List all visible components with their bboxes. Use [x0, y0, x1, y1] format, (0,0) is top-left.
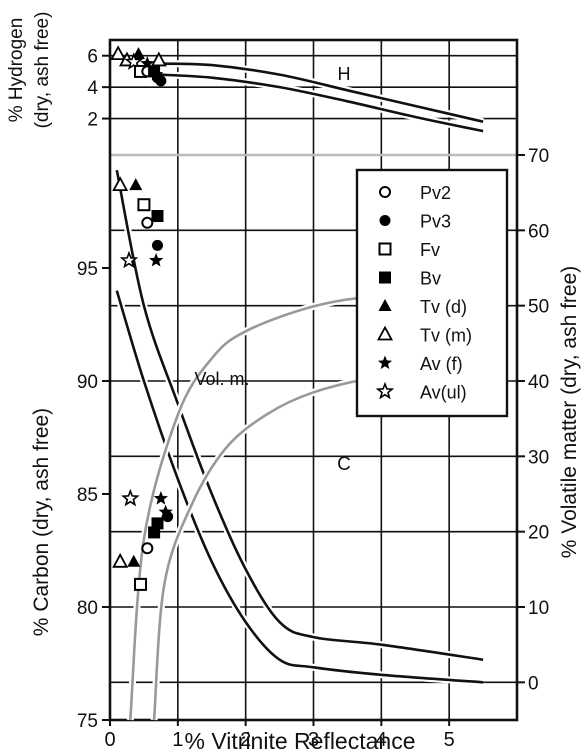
- volatile-tick-label-2: 20: [528, 523, 549, 544]
- volatile-point-0: [112, 176, 129, 192]
- legend-box: [355, 168, 509, 418]
- hydrogen-point-5: [140, 56, 155, 70]
- legend-marker-0: [379, 186, 391, 198]
- legend-label-7: Av(ul): [420, 383, 467, 403]
- data-points: [110, 45, 174, 591]
- hydrogen-point-4: [124, 52, 144, 70]
- carbon-point-12: [127, 554, 141, 567]
- carbon-tick-label-2: 85: [77, 485, 98, 506]
- legend-label-1: Pv3: [420, 212, 451, 232]
- carbon-point-10: [141, 542, 154, 555]
- hydrogen-tick-label-2: 6: [87, 47, 98, 68]
- carbon-point-13: [134, 577, 148, 591]
- legend-marker-3: [379, 271, 391, 284]
- carbon-tick-label-3: 90: [77, 372, 98, 393]
- volatile-band-label: Vol. m.: [194, 369, 249, 389]
- hydrogen-tick-label-1: 4: [87, 78, 98, 99]
- hydrogen-band-label: H: [338, 64, 351, 84]
- carbon-band-label: C: [337, 454, 351, 475]
- legend-label-6: Av (f): [420, 354, 463, 374]
- x-tick-label-5: 5: [444, 729, 455, 751]
- carbon-point-11: [112, 552, 129, 568]
- volatile-tick-label-1: 10: [528, 598, 549, 619]
- carbon-point-4: [121, 488, 140, 507]
- carbon-point-7: [162, 511, 174, 523]
- volatile-tick-label-3: 30: [528, 447, 549, 468]
- hydrogen-band-upper: [157, 62, 484, 123]
- ticks: 0 1 2 3 4 5 2 4 6 75 80 85 90 95 0 10 20 30 40 50 60 70: [77, 47, 549, 751]
- legend-label-0: Pv2: [420, 183, 451, 203]
- legend-marker-1: [379, 215, 391, 226]
- volatile-axis-label: % Volatile matter (dry, ash free): [558, 266, 581, 559]
- carbon-point-0: [137, 198, 151, 212]
- x-tick-label-3: 3: [308, 729, 319, 751]
- volatile-tick-label-0: 0: [528, 673, 539, 694]
- legend-marker-6: [377, 355, 393, 370]
- volatile-band-lower: [115, 290, 484, 684]
- carbon-point-9: [148, 526, 161, 539]
- carbon-tick-label-1: 80: [77, 598, 98, 619]
- x-tick-label-4: 4: [376, 729, 387, 751]
- legend: Pv2 Pv3 Fv Bv Tv (d) Tv (m) Av (f) Av(ul): [355, 168, 509, 418]
- hydrogen-point-11: [155, 75, 167, 87]
- legend-label-4: Tv (d): [420, 297, 467, 317]
- volatile-tick-label-5: 50: [528, 297, 549, 318]
- legend-marker-2: [378, 242, 392, 256]
- hydrogen-axis-label-line1: % Hydrogen: [6, 18, 27, 123]
- legend-label-3: Bv: [420, 269, 441, 289]
- hydrogen-tick-label-0: 2: [87, 110, 98, 131]
- x-axis-label: % Vitrinite Reflectance: [185, 728, 416, 754]
- volatile-tick-label-6: 60: [528, 221, 549, 242]
- carbon-tick-label-0: 75: [77, 711, 98, 732]
- carbon-point-1: [151, 210, 164, 223]
- carbon-point-2: [141, 216, 154, 229]
- legend-marker-5: [376, 325, 394, 341]
- x-tick-label-2: 2: [240, 729, 251, 751]
- volatile-band-upper: [115, 169, 484, 661]
- carbon-point-3: [151, 239, 163, 251]
- legend-label-5: Tv (m): [420, 326, 472, 346]
- carbon-axis-label: % Carbon (dry, ash free): [30, 408, 53, 636]
- legend-label-2: Fv: [420, 240, 440, 260]
- carbon-tick-label-4: 95: [77, 259, 98, 280]
- carbon-point-5: [153, 491, 168, 505]
- legend-marker-4: [378, 299, 392, 311]
- volatile-point-3: [149, 253, 164, 267]
- volatile-point-1: [129, 178, 143, 191]
- carbon-point-8: [151, 517, 164, 530]
- x-tick-label-1: 1: [172, 729, 183, 751]
- hydrogen-axis-label-line2: (dry, ash free): [32, 12, 53, 129]
- volatile-tick-label-4: 40: [528, 372, 549, 393]
- hydrogen-band-lower: [157, 73, 484, 133]
- carbon-point-6: [158, 504, 173, 519]
- hydrogen-point-1: [131, 47, 145, 60]
- hydrogen-point-0: [110, 45, 127, 61]
- volatile-point-2: [119, 250, 139, 269]
- labels: % Vitrinite Reflectance % Hydrogen (dry,…: [6, 12, 581, 754]
- volatile-tick-label-7: 70: [528, 146, 549, 167]
- x-tick-label-0: 0: [104, 729, 115, 751]
- legend-marker-7: [375, 381, 395, 400]
